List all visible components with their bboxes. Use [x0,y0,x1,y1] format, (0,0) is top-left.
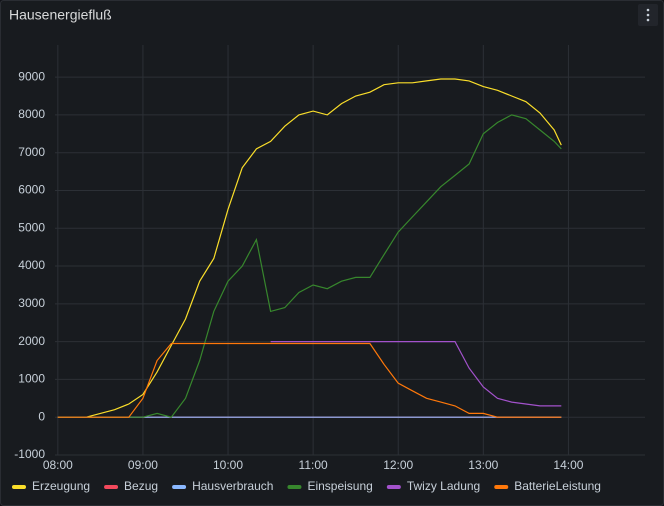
series-line [57,114,562,418]
legend-item: Hausverbrauch [172,479,273,493]
x-tick-label: 10:00 [213,458,243,472]
y-tick-label: 1000 [18,372,45,386]
y-tick-label: 8000 [18,107,45,121]
legend-swatch [172,485,187,489]
y-tick-label: -1000 [14,447,45,461]
legend-swatch [104,485,119,489]
legend-label: Hausverbrauch [192,479,273,493]
x-tick-label: 09:00 [128,458,158,472]
y-tick-label: 9000 [18,69,45,83]
legend-swatch [494,485,509,489]
legend-label: BatterieLeistung [514,479,601,493]
series-line [57,342,562,418]
x-tick-label: 11:00 [299,458,328,472]
y-tick-label: 2000 [18,334,45,348]
y-tick-label: 0 [38,409,45,423]
legend-item: Bezug [104,479,158,493]
series-line [270,341,562,407]
x-tick-label: 08:00 [43,458,73,472]
legend-label: Erzeugung [32,479,90,493]
y-tick-label: 7000 [18,145,45,159]
legend-swatch [386,485,401,489]
legend-label: Einspeisung [307,479,372,493]
panel-menu[interactable] [638,4,658,26]
y-tick-label: 6000 [18,183,45,197]
x-tick-label: 12:00 [383,458,413,472]
legend-label: Twizy Ladung [407,479,480,493]
y-tick-label: 4000 [18,258,45,272]
x-tick-label: 14:00 [553,458,583,472]
legend-item: Einspeisung [287,479,373,493]
panel-title: Hausenergiefluß [9,7,112,23]
legend-swatch [287,485,302,489]
legend-swatch [12,485,26,489]
legend-item: BatterieLeistung [494,479,601,493]
legend-item: Erzeugung [12,479,90,493]
x-tick-label: 13:00 [468,458,498,472]
y-tick-label: 3000 [18,296,45,310]
y-tick-label: 5000 [18,220,45,234]
legend-label: Bezug [124,479,158,493]
series-line [57,78,562,418]
legend-item: Twizy Ladung [386,479,480,493]
